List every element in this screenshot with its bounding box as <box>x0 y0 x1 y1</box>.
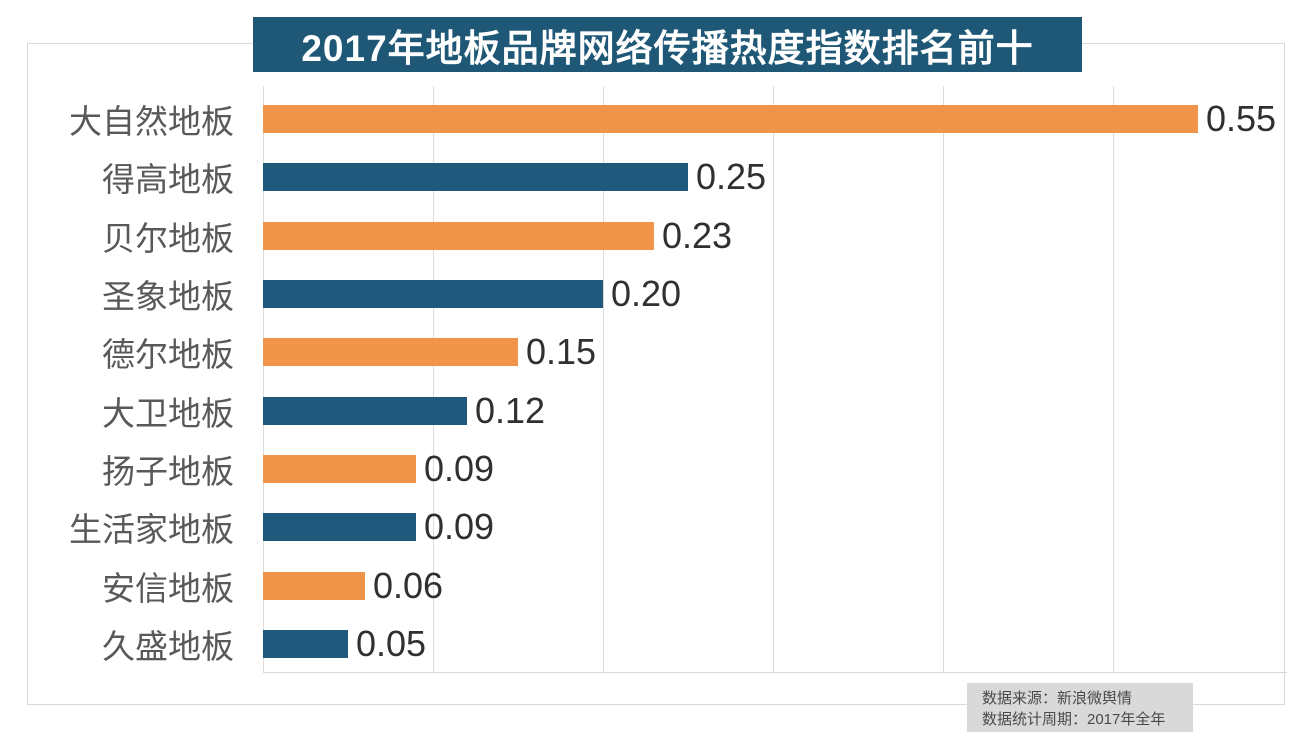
bar-row: 大卫地板 0.12 <box>27 381 1297 439</box>
value-label: 0.15 <box>526 331 597 373</box>
bar <box>263 221 654 250</box>
bar-rows: 大自然地板 0.55 得高地板 0.25 贝尔地板 0.23 圣象地板 0.20… <box>27 90 1297 673</box>
category-label: 安信地板 <box>102 569 234 607</box>
bar-row: 安信地板 0.06 <box>27 556 1297 614</box>
bar-row: 久盛地板 0.05 <box>27 615 1297 673</box>
bar <box>263 163 688 192</box>
source-note: 数据来源：新浪微舆情 数据统计周期：2017年全年 <box>967 683 1193 732</box>
category-label: 生活家地板 <box>69 511 234 549</box>
bar-row: 扬子地板 0.09 <box>27 440 1297 498</box>
bar <box>263 454 416 483</box>
bar-row: 贝尔地板 0.23 <box>27 207 1297 265</box>
x-axis-line <box>263 672 1287 673</box>
value-label: 0.55 <box>1206 98 1277 140</box>
bar <box>263 629 348 658</box>
category-label: 大卫地板 <box>102 394 234 432</box>
value-label: 0.05 <box>356 622 427 664</box>
chart-title-banner: 2017年地板品牌网络传播热度指数排名前十 <box>253 17 1082 72</box>
bar <box>263 396 467 425</box>
bar-row: 生活家地板 0.09 <box>27 498 1297 556</box>
value-label: 0.20 <box>611 273 682 315</box>
category-label: 扬子地板 <box>102 452 234 490</box>
bar <box>263 105 1198 134</box>
bar-row: 得高地板 0.25 <box>27 148 1297 206</box>
value-label: 0.06 <box>373 564 444 606</box>
category-label: 大自然地板 <box>69 103 234 141</box>
value-label: 0.12 <box>475 389 546 431</box>
value-label: 0.23 <box>662 214 733 256</box>
category-label: 圣象地板 <box>102 278 234 316</box>
bar <box>263 280 603 309</box>
category-label: 贝尔地板 <box>102 219 234 257</box>
gridline <box>943 86 944 672</box>
chart-plot-border <box>27 43 1285 705</box>
source-note-line2: 数据统计周期：2017年全年 <box>982 711 1166 728</box>
chart-title: 2017年地板品牌网络传播热度指数排名前十 <box>301 27 1034 69</box>
bar-row: 大自然地板 0.55 <box>27 90 1297 148</box>
bar-row: 圣象地板 0.20 <box>27 265 1297 323</box>
value-label: 0.09 <box>424 506 495 548</box>
category-label: 德尔地板 <box>102 336 234 374</box>
gridline <box>1113 86 1114 672</box>
gridline <box>433 86 434 672</box>
bar <box>263 513 416 542</box>
gridline <box>263 86 264 672</box>
category-label: 得高地板 <box>102 161 234 199</box>
gridline <box>773 86 774 672</box>
value-label: 0.25 <box>696 156 767 198</box>
bar <box>263 571 365 600</box>
bar <box>263 338 518 367</box>
value-label: 0.09 <box>424 447 495 489</box>
bar-row: 德尔地板 0.15 <box>27 323 1297 381</box>
gridline <box>603 86 604 672</box>
source-note-line1: 数据来源：新浪微舆情 <box>982 690 1133 707</box>
category-label: 久盛地板 <box>102 627 234 665</box>
